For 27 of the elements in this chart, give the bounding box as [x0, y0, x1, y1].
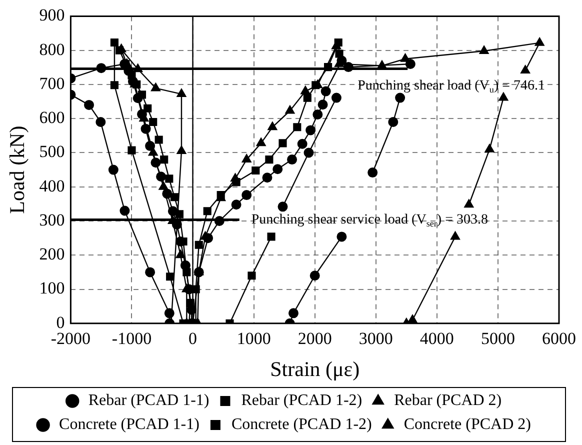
legend-label: Rebar (PCAD 2): [394, 392, 502, 410]
x-tick-label: 2000: [298, 329, 332, 348]
legend-label: Concrete (PCAD 2): [404, 416, 531, 434]
x-tick-label: 1000: [236, 329, 271, 348]
y-tick-label: 300: [39, 210, 65, 230]
legend-label: Rebar (PCAD 1-2): [241, 392, 362, 410]
x-tick-label: -2000: [50, 329, 91, 348]
y-tick-label: 500: [39, 142, 65, 162]
y-tick-label: 800: [39, 40, 65, 59]
legend-label: Concrete (PCAD 1-1): [59, 416, 200, 434]
legend-label: Rebar (PCAD 1-1): [88, 392, 210, 410]
y-tick-label: 900: [39, 6, 65, 25]
y-tick-label: 600: [39, 108, 65, 128]
x-tick-label: 5000: [480, 329, 515, 348]
y-tick-label: 700: [39, 74, 65, 93]
x-tick-label: 6000: [542, 329, 576, 348]
x-tick-label: 3000: [358, 329, 393, 348]
legend-label: Concrete (PCAD 1-2): [231, 416, 372, 434]
x-axis-title: Strain (με): [270, 356, 360, 381]
y-tick-label: 0: [56, 312, 65, 332]
y-tick-label: 400: [39, 176, 65, 196]
y-axis-title: Load (kN): [5, 126, 30, 214]
x-tick-label: -1000: [112, 329, 152, 348]
y-tick-label: 100: [39, 278, 65, 298]
y-tick-label: 200: [39, 244, 65, 264]
x-tick-label: 0: [188, 329, 198, 348]
x-tick-label: 4000: [420, 329, 454, 348]
